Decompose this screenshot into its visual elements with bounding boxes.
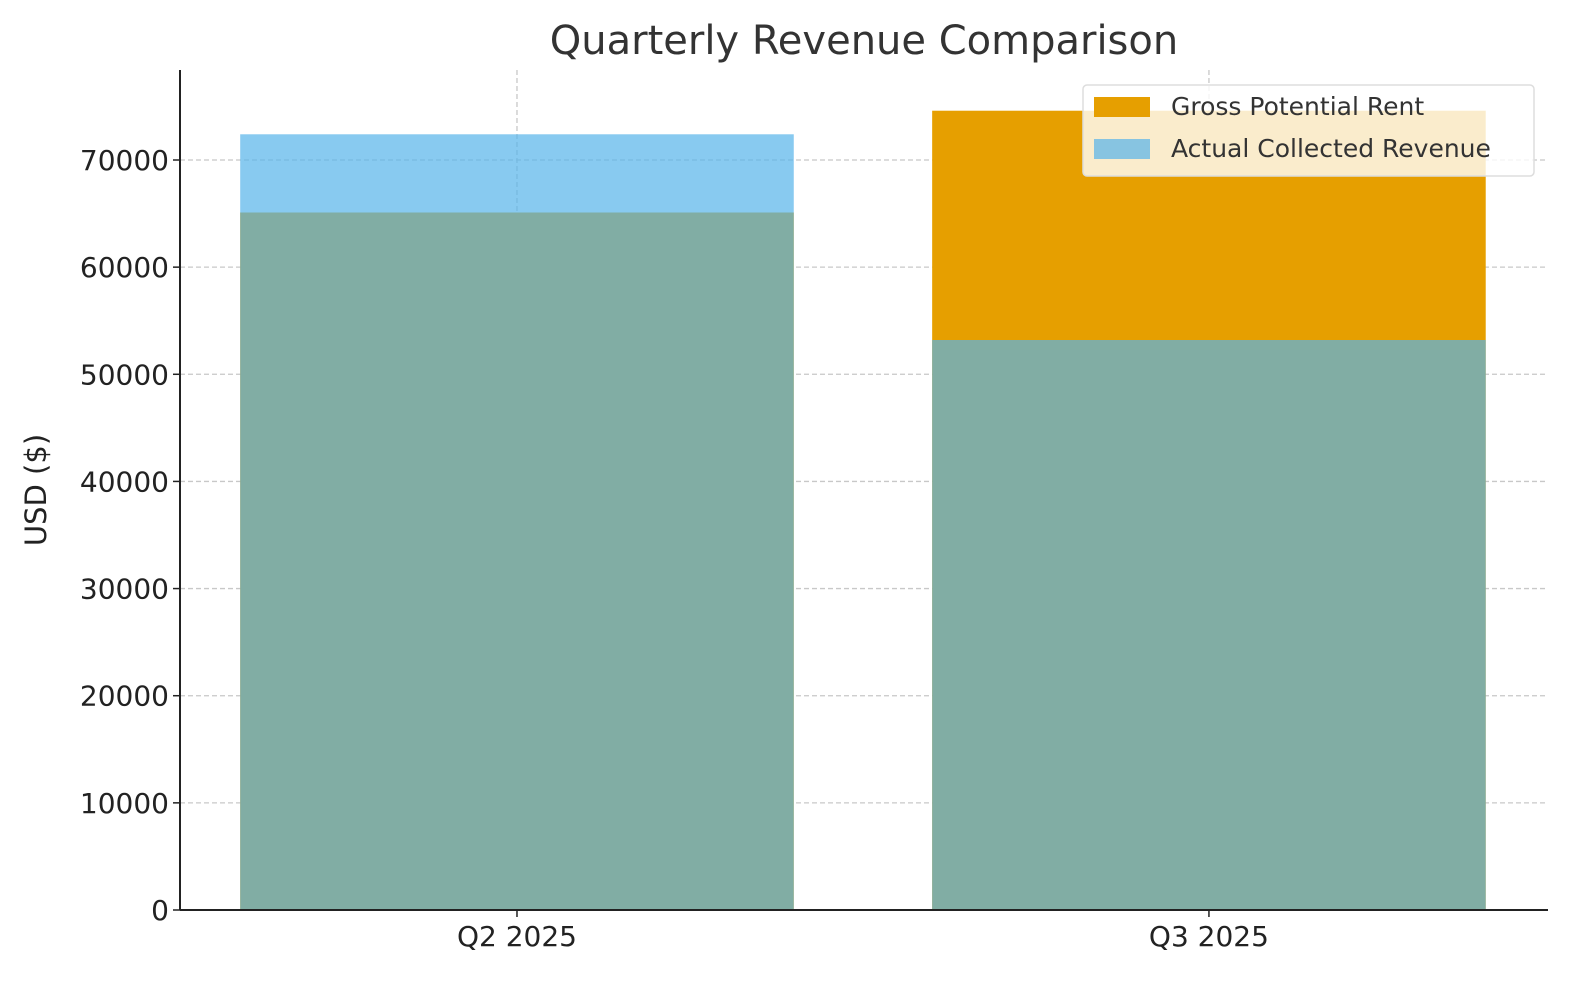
- x-tick-label: Q3 2025: [1149, 920, 1269, 953]
- x-tick-label: Q2 2025: [457, 920, 577, 953]
- legend-swatch: [1094, 97, 1150, 117]
- legend-label: Actual Collected Revenue: [1171, 134, 1491, 163]
- y-tick-label: 10000: [80, 787, 169, 820]
- y-tick-label: 30000: [80, 573, 169, 606]
- y-tick-label: 50000: [80, 358, 169, 391]
- y-tick-label: 60000: [80, 251, 169, 284]
- bar-actual-collected-revenue: [932, 340, 1486, 910]
- bars: [240, 110, 1486, 911]
- legend-box: [1082, 84, 1535, 177]
- bar-actual-collected-revenue: [240, 134, 794, 911]
- legend: Gross Potential Rent Actual Collected Rev…: [1082, 84, 1535, 177]
- y-tick-label: 40000: [80, 465, 169, 498]
- y-tick-label: 0: [151, 894, 169, 927]
- y-tick-label: 20000: [80, 680, 169, 713]
- y-tick-label: 70000: [80, 144, 169, 177]
- legend-swatch: [1094, 139, 1150, 159]
- axes: 0 10000 20000 30000 40000 50000 60000 70000 Q2 2…: [80, 70, 1548, 953]
- y-axis-label: USD ($): [19, 434, 53, 546]
- legend-label: Gross Potential Rent: [1171, 92, 1424, 121]
- chart-title: Quarterly Revenue Comparison: [550, 18, 1178, 64]
